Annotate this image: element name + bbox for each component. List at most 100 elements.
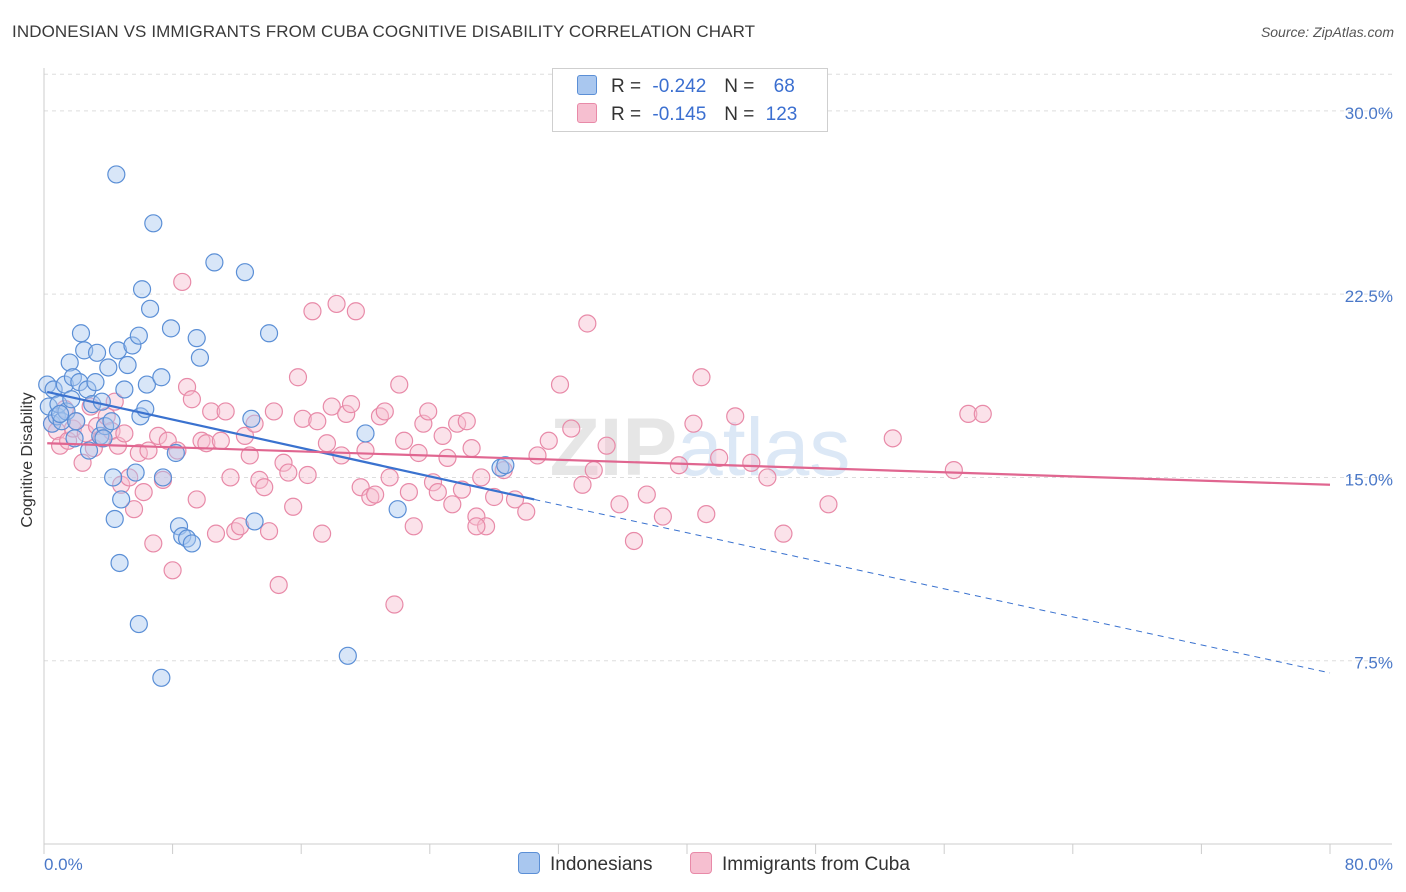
data-point-cuba — [562, 419, 581, 438]
data-point-cuba — [624, 531, 644, 551]
data-point-cuba — [216, 402, 235, 421]
y-tick-label: 7.5% — [1354, 654, 1393, 673]
data-point-indonesian — [79, 441, 99, 460]
legend-r-label: R = — [611, 104, 642, 125]
data-point-indonesian — [132, 280, 152, 299]
data-point-cuba — [264, 402, 283, 421]
data-point-indonesian — [190, 348, 210, 367]
data-point-cuba — [959, 404, 978, 423]
data-point-indonesian — [67, 412, 86, 431]
data-point-cuba — [279, 463, 298, 482]
bottom-legend-label: Indonesians — [550, 854, 653, 875]
trend-lines — [46, 390, 1331, 674]
data-point-cuba — [610, 495, 629, 514]
bottom-legend-swatch-pink — [690, 852, 712, 874]
data-point-cuba — [819, 495, 838, 514]
x-tick-label: 80.0% — [1345, 855, 1393, 874]
data-point-cuba — [274, 453, 293, 472]
data-point-cuba — [173, 272, 192, 292]
data-point-cuba — [298, 465, 317, 485]
data-point-cuba — [366, 485, 385, 504]
data-point-cuba — [163, 561, 182, 580]
data-point-cuba — [944, 461, 963, 480]
data-point-indonesian — [166, 443, 185, 463]
data-point-indonesian — [235, 263, 255, 282]
data-point-cuba — [578, 314, 597, 333]
trend-line-indonesians-extrapolated — [534, 498, 1331, 674]
data-point-indonesian — [356, 424, 375, 443]
data-point-cuba — [472, 468, 491, 487]
chart-title: INDONESIAN VS IMMIGRANTS FROM CUBA COGNI… — [12, 22, 756, 41]
y-tick-label: 30.0% — [1345, 104, 1393, 123]
legend-swatch-blue — [577, 75, 597, 95]
data-point-indonesian — [60, 353, 79, 372]
axes — [43, 68, 1392, 854]
data-point-cuba — [231, 517, 250, 536]
data-point-cuba — [375, 402, 394, 421]
data-point-cuba — [211, 431, 230, 450]
data-point-cuba — [584, 461, 603, 480]
legend-row-indonesians: R = -0.242 N = 68 — [577, 75, 795, 99]
data-point-indonesian — [71, 324, 91, 343]
data-point-cuba — [259, 522, 279, 541]
data-point-cuba — [550, 375, 570, 394]
data-point-cuba — [428, 483, 447, 502]
data-point-cuba — [457, 412, 476, 431]
y-tick-label: 15.0% — [1345, 470, 1393, 489]
gridlines — [44, 73, 1392, 662]
data-point-indonesian — [118, 355, 137, 375]
data-point-cuba — [182, 390, 201, 409]
data-point-cuba — [476, 517, 496, 536]
data-point-cuba — [317, 434, 337, 453]
data-point-cuba — [692, 368, 711, 387]
bottom-legend-cuba: Immigrants from Cuba — [690, 852, 910, 876]
data-point-cuba — [467, 517, 486, 536]
data-point-indonesian — [152, 368, 171, 387]
data-point-cuba — [240, 446, 259, 465]
data-point-cuba — [394, 431, 414, 450]
data-point-indonesian — [187, 329, 206, 348]
data-point-indonesian — [112, 490, 131, 509]
data-point-cuba — [303, 302, 322, 321]
data-point-indonesian — [129, 614, 148, 634]
data-point-cuba — [710, 448, 729, 467]
data-point-cuba — [206, 524, 226, 543]
source-label: Source: ZipAtlas.com — [1260, 24, 1394, 40]
x-tick-label: 0.0% — [44, 855, 83, 874]
data-point-cuba — [390, 375, 409, 394]
data-point-cuba — [517, 502, 536, 521]
data-point-cuba — [758, 468, 777, 487]
data-point-cuba — [742, 453, 761, 472]
tick-labels: 7.5% 15.0% 22.5% 30.0% 0.0% 80.0% — [44, 104, 1393, 874]
data-point-cuba — [597, 436, 616, 455]
data-point-cuba — [255, 478, 274, 497]
legend-r-label: R = — [611, 76, 642, 97]
trend-line-cuba — [47, 442, 1331, 486]
data-point-cuba — [312, 524, 332, 543]
data-point-indonesian — [153, 468, 173, 487]
data-point-cuba — [149, 426, 168, 445]
data-point-indonesian — [338, 646, 357, 665]
data-point-cuba — [485, 487, 504, 507]
data-point-cuba — [409, 443, 428, 463]
data-point-indonesian — [99, 358, 118, 377]
data-point-indonesian — [87, 343, 107, 362]
data-point-cuba — [883, 429, 902, 448]
data-point-cuba — [697, 504, 716, 524]
data-point-cuba — [419, 402, 438, 421]
data-point-cuba — [380, 468, 399, 487]
y-tick-label: 22.5% — [1345, 287, 1393, 306]
data-point-indonesian — [161, 319, 181, 338]
data-point-indonesian — [115, 380, 134, 399]
data-point-indonesian — [140, 299, 160, 318]
data-point-indonesian — [144, 214, 163, 233]
data-point-cuba — [404, 517, 423, 536]
data-point-cuba — [327, 294, 346, 314]
data-point-cuba — [346, 302, 365, 321]
data-point-cuba — [462, 439, 481, 458]
legend-n-value: 68 — [773, 76, 795, 97]
data-point-cuba — [653, 507, 672, 526]
data-point-indonesian — [245, 512, 264, 531]
data-point-cuba — [202, 402, 221, 421]
